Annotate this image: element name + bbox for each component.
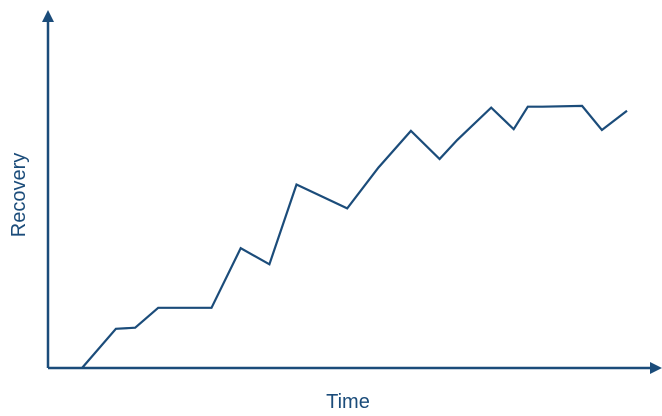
axes xyxy=(42,10,662,374)
y-axis-label: Recovery xyxy=(8,153,30,237)
series-line-0 xyxy=(81,104,628,369)
x-axis-arrowhead xyxy=(650,362,662,374)
plot-area xyxy=(81,104,628,369)
x-axis-label: Time xyxy=(326,391,370,413)
y-axis-arrowhead xyxy=(42,10,54,22)
